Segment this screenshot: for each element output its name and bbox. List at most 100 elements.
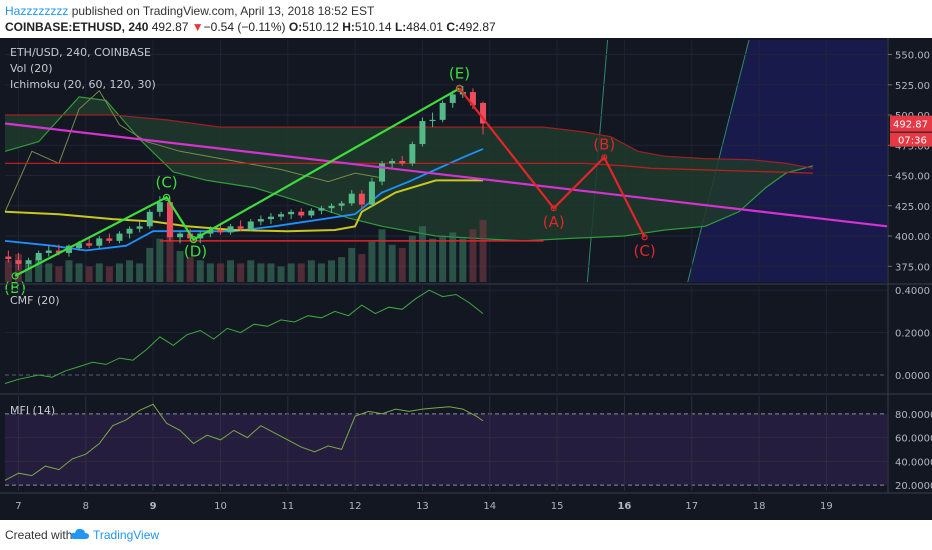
volume-bar: [25, 263, 33, 282]
volume-bar: [186, 257, 194, 282]
author-link[interactable]: Hazzzzzzzz: [5, 4, 69, 18]
publication-info: Hazzzzzzzz published on TradingView.com,…: [5, 4, 374, 18]
volume-bar: [166, 226, 174, 282]
kijun-line: [4, 179, 483, 233]
volume-bar: [55, 266, 63, 282]
volume-bar: [126, 260, 134, 282]
green-wave-label: (B): [4, 279, 26, 297]
time-axis[interactable]: 7 8 9 10 11 12 13 14 15 16 17 18 19: [15, 501, 832, 512]
time-axis-label: 16: [617, 501, 631, 512]
candle: [126, 228, 133, 234]
price-axis-label: 425.00: [895, 202, 930, 213]
chart-canvas[interactable]: (B) (C) (D) (E) (A) (B) (C) ETH/USD, 240, COINB…: [0, 38, 932, 520]
candle: [298, 211, 305, 216]
high-label: H:: [342, 20, 355, 34]
red-wave-line: [458, 87, 646, 238]
mfi-panel[interactable]: 80.0000 60.0000 40.0000 20.0000 MFI (14): [4, 396, 932, 492]
tradingview-cloud-icon: [70, 528, 89, 539]
volume-bar: [4, 260, 12, 282]
candle: [96, 238, 103, 246]
price-axis-label: 450.00: [895, 172, 930, 183]
candle: [227, 226, 234, 233]
red-wave-point: [550, 205, 557, 212]
candle: [318, 208, 325, 211]
volume-bar: [297, 263, 305, 282]
open-value: 510.12: [302, 20, 339, 34]
candle: [338, 203, 345, 206]
candle: [35, 252, 42, 261]
published-text: published on TradingView.com, April 13, …: [71, 4, 375, 18]
candle: [217, 229, 224, 233]
time-axis-label: 19: [820, 501, 833, 512]
tradingview-link[interactable]: TradingView: [93, 528, 160, 542]
volume-bar: [287, 263, 295, 282]
volume-bar: [307, 260, 315, 282]
low-value: 484.01: [406, 20, 443, 34]
candle: [439, 102, 446, 120]
candle: [86, 243, 93, 246]
price-panel-label: Vol (20): [10, 62, 53, 75]
volume-bar: [247, 260, 255, 282]
green-wave-point: [11, 272, 19, 280]
change-down-icon: ▼: [191, 20, 204, 34]
green-wave-label: (C): [155, 173, 177, 191]
candle: [328, 205, 335, 209]
candle: [308, 210, 315, 216]
price-panel-label: Ichimoku (20, 60, 120, 30): [10, 78, 156, 91]
volume-bar: [277, 266, 285, 282]
volume-bar: [328, 260, 336, 282]
created-with-text: Created with: [5, 528, 73, 542]
candle: [65, 245, 72, 253]
candle: [237, 226, 244, 229]
time-axis-label: 8: [83, 501, 89, 512]
time-axis-label: 14: [483, 501, 496, 512]
volume-bar: [95, 263, 103, 282]
candle: [449, 94, 456, 103]
mfi-axis-label: 60.0000: [895, 434, 932, 445]
volume-bar: [206, 263, 214, 282]
time-axis-label: 10: [214, 501, 227, 512]
candle: [15, 260, 22, 264]
volume-bar: [75, 263, 83, 282]
volume-bar: [358, 254, 366, 282]
volume-bar: [146, 247, 154, 282]
green-wave-label: (E): [449, 64, 470, 82]
volume-bar: [449, 232, 457, 282]
red-wave-label: (B): [593, 135, 615, 153]
volume-bar: [176, 251, 184, 282]
symbol-label: COINBASE:ETHUSD, 240: [5, 20, 149, 34]
candle: [429, 119, 436, 122]
red-wave-point: [456, 85, 463, 92]
candle: [116, 233, 123, 241]
volume-bar: [418, 226, 426, 282]
footer: Created with TradingView: [0, 520, 932, 550]
cmf-axis-label: 0.0000: [895, 371, 930, 382]
candle: [45, 250, 52, 253]
volume-bar: [348, 247, 356, 282]
time-axis-label: 15: [551, 501, 564, 512]
volume-bar: [136, 263, 144, 282]
candle: [358, 193, 365, 205]
candle: [257, 219, 264, 222]
candle: [480, 102, 487, 124]
cmf-axis-label: 0.4000: [895, 286, 930, 297]
open-label: O:: [288, 20, 303, 34]
volume-bar: [267, 263, 275, 282]
volume-bar: [257, 263, 265, 282]
candle: [267, 216, 274, 220]
time-axis-label: 17: [685, 501, 698, 512]
volume-bar: [35, 257, 43, 282]
price-panel[interactable]: (B) (C) (D) (E) (A) (B) (C) ETH/USD, 240, COINB…: [0, 38, 932, 494]
countdown-badge: [890, 132, 932, 147]
red-wave-label: (C): [634, 242, 656, 260]
price-axis-label: 400.00: [895, 232, 930, 243]
candle: [146, 211, 153, 227]
candle: [76, 243, 83, 249]
price-change: −0.54 (−0.11%): [203, 20, 286, 34]
green-wave-label: (D): [184, 243, 207, 261]
last-price: 492.87: [151, 20, 189, 34]
candle: [278, 214, 285, 217]
mfi-axis-label: 20.0000: [895, 481, 932, 492]
green-wave-line: [14, 87, 461, 277]
cmf-panel[interactable]: 0.4000 0.2000 0.0000 CMF (20): [4, 286, 930, 392]
